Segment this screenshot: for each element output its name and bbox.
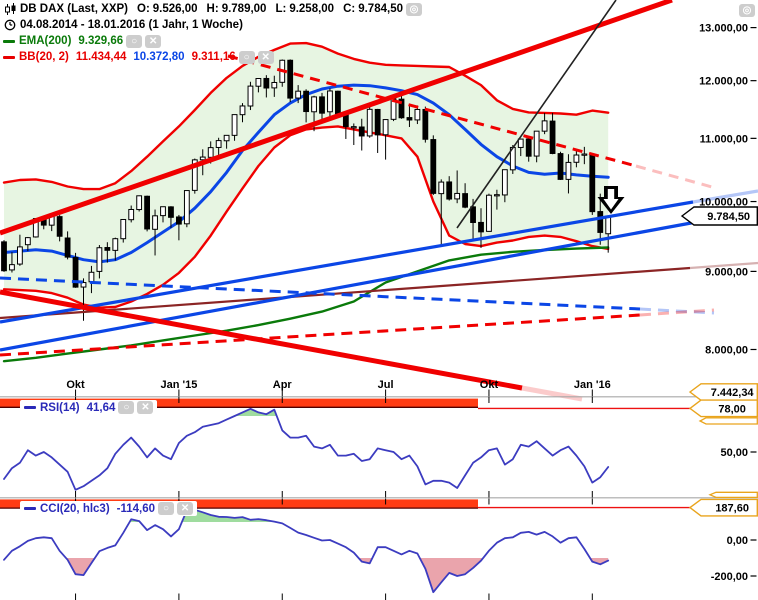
svg-text:7.442,34: 7.442,34: [711, 387, 755, 399]
bb-settings-icon[interactable]: ○: [238, 50, 255, 64]
close-value: C: 9.784,50: [343, 3, 403, 15]
ema-name: EMA(200): [19, 35, 72, 47]
alert-flag-rsi[interactable]: 78,00: [688, 399, 758, 418]
cci-close-icon[interactable]: ✕: [177, 502, 194, 515]
period-row: 04.08.2014 - 18.01.2016 (1 Jahr, 1 Woche…: [3, 17, 422, 33]
rsi-name: RSI(14): [40, 401, 80, 414]
trendlines-layer[interactable]: [0, 0, 758, 402]
last-price-flag[interactable]: 9.784,50: [680, 206, 758, 226]
bb-upper-value: 11.434,44: [75, 51, 127, 63]
svg-text:-200,00: -200,00: [711, 571, 748, 583]
clipped-alert-flag[interactable]: [708, 491, 758, 499]
cci-legend: CCI(20, hlc3) -114,60 ○ ✕: [20, 501, 198, 516]
svg-text:Jul: Jul: [378, 379, 394, 391]
pointer-black-line: [456, 0, 617, 229]
cci-line-icon: [24, 507, 36, 510]
blue-channel-top-ext: [692, 189, 758, 204]
panel-camera-icon[interactable]: ◎: [739, 4, 755, 17]
svg-text:Jan '15: Jan '15: [160, 379, 197, 391]
svg-text:8.000,00: 8.000,00: [705, 344, 748, 356]
svg-text:10.000,00: 10.000,00: [699, 197, 748, 209]
blue-channel-bottom: [0, 219, 703, 352]
blue-channel-top: [0, 200, 694, 324]
cci-name: CCI(20, hlc3): [40, 502, 110, 515]
dashed-red-rising-ext: [639, 308, 715, 317]
ema-value: 9.329,66: [78, 35, 124, 47]
down-arrow-annotation[interactable]: [597, 186, 625, 214]
camera-icon[interactable]: ◎: [405, 2, 422, 16]
svg-text:78,00: 78,00: [718, 403, 746, 415]
clock-icon: [3, 19, 17, 31]
dashed-red-falling-ext: [635, 164, 713, 189]
candlestick-icon: [3, 2, 17, 16]
svg-text:9.784,50: 9.784,50: [707, 211, 750, 223]
cci-value: -114,60: [116, 502, 156, 515]
thick-red-falling: [0, 289, 523, 391]
clipped-alert-flag[interactable]: [698, 417, 758, 425]
period-label: 04.08.2014 - 18.01.2016 (1 Jahr, 1 Woche…: [20, 19, 243, 31]
svg-text:12.000,00: 12.000,00: [699, 76, 748, 88]
bb-line-icon: [3, 55, 15, 59]
bb-middle-value: 10.372,80: [133, 51, 185, 63]
rsi-legend: RSI(14) 41,64 ○ ✕: [20, 400, 158, 415]
svg-text:Okt: Okt: [66, 379, 85, 391]
svg-text:Okt: Okt: [480, 379, 499, 391]
instrument-row: DB DAX (Last, XXP) O: 9.526,00 H: 9.789,00…: [3, 1, 422, 17]
rsi-line-icon: [24, 406, 36, 409]
bb-close-icon[interactable]: ✕: [257, 50, 274, 64]
rsi-settings-icon[interactable]: ○: [118, 401, 135, 414]
svg-text:Jan '16: Jan '16: [574, 379, 611, 391]
open-value: O: 9.526,00: [137, 3, 198, 15]
support-maroon: [0, 266, 691, 320]
axes-layer: 13.000,00 12.000,00 11.000,00 10.000,00 9.00…: [0, 23, 758, 600]
rsi-pane: [3, 407, 610, 491]
svg-text:50,00: 50,00: [720, 447, 748, 459]
svg-text:13.000,00: 13.000,00: [699, 23, 748, 35]
ema-settings-icon[interactable]: ○: [126, 34, 143, 48]
bb-lower-value: 9.311,16: [191, 51, 236, 63]
ema-legend-row: EMA(200) 9.329,66 ○ ✕: [3, 33, 422, 49]
high-value: H: 9.789,00: [206, 3, 267, 15]
thick-red-rising: [0, 0, 673, 236]
dashed-blue-ext: [639, 307, 715, 315]
instrument-title: DB DAX (Last, XXP): [20, 3, 128, 15]
ema-close-icon[interactable]: ✕: [145, 34, 162, 48]
alert-flag-cci[interactable]: 187,60: [688, 498, 758, 517]
low-value: L: 9.258,00: [275, 3, 335, 15]
support-maroon-ext: [689, 261, 758, 270]
cci-pane: [3, 508, 610, 594]
svg-text:9.000,00: 9.000,00: [705, 266, 748, 278]
ema-line-icon: [3, 39, 15, 43]
svg-text:0,00: 0,00: [727, 535, 748, 547]
svg-text:187,60: 187,60: [715, 503, 749, 515]
svg-text:11.000,00: 11.000,00: [700, 133, 748, 145]
alert-flag-main[interactable]: 7.442,34: [688, 383, 758, 401]
svg-text:Apr: Apr: [273, 379, 293, 391]
bb-legend-row: BB(20, 2) 11.434,44 10.372,80 9.311,16 ○…: [3, 49, 422, 65]
dashed-red-falling: [227, 54, 637, 168]
chart-header: DB DAX (Last, XXP) O: 9.526,00 H: 9.789,00…: [3, 1, 422, 65]
cci-settings-icon[interactable]: ○: [158, 502, 175, 515]
rsi-value: 41,64: [86, 401, 116, 414]
bb-name: BB(20, 2): [19, 51, 69, 63]
rsi-close-icon[interactable]: ✕: [137, 401, 154, 414]
